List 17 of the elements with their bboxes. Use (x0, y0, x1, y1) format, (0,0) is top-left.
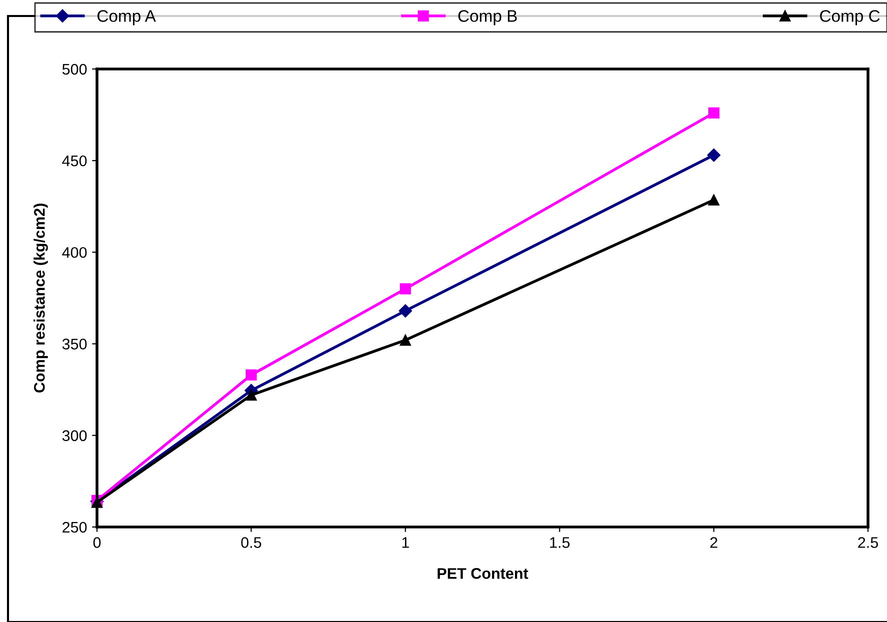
y-tick-label: 450 (62, 155, 87, 166)
legend-label: Comp A (98, 10, 156, 26)
y-axis-title: Comp resistance (kg/cm2) (34, 204, 48, 392)
x-tick-label: 0 (93, 537, 101, 548)
legend-label: Comp C (820, 10, 880, 26)
y-tick-label: 400 (62, 247, 87, 258)
y-tick-label: 250 (62, 522, 87, 533)
x-tick-label: 0.5 (241, 537, 262, 548)
x-tick-label: 2.5 (858, 537, 878, 548)
x-tick-label: 1.5 (550, 537, 570, 548)
y-tick-label: 300 (62, 430, 87, 442)
x-tick-label: 2 (710, 537, 718, 548)
x-axis-title: PET Content (438, 568, 528, 579)
y-tick-label: 500 (62, 64, 87, 75)
legend-label: Comp B (458, 10, 517, 26)
x-tick-label: 1 (402, 537, 409, 548)
y-tick-label: 350 (62, 338, 87, 350)
